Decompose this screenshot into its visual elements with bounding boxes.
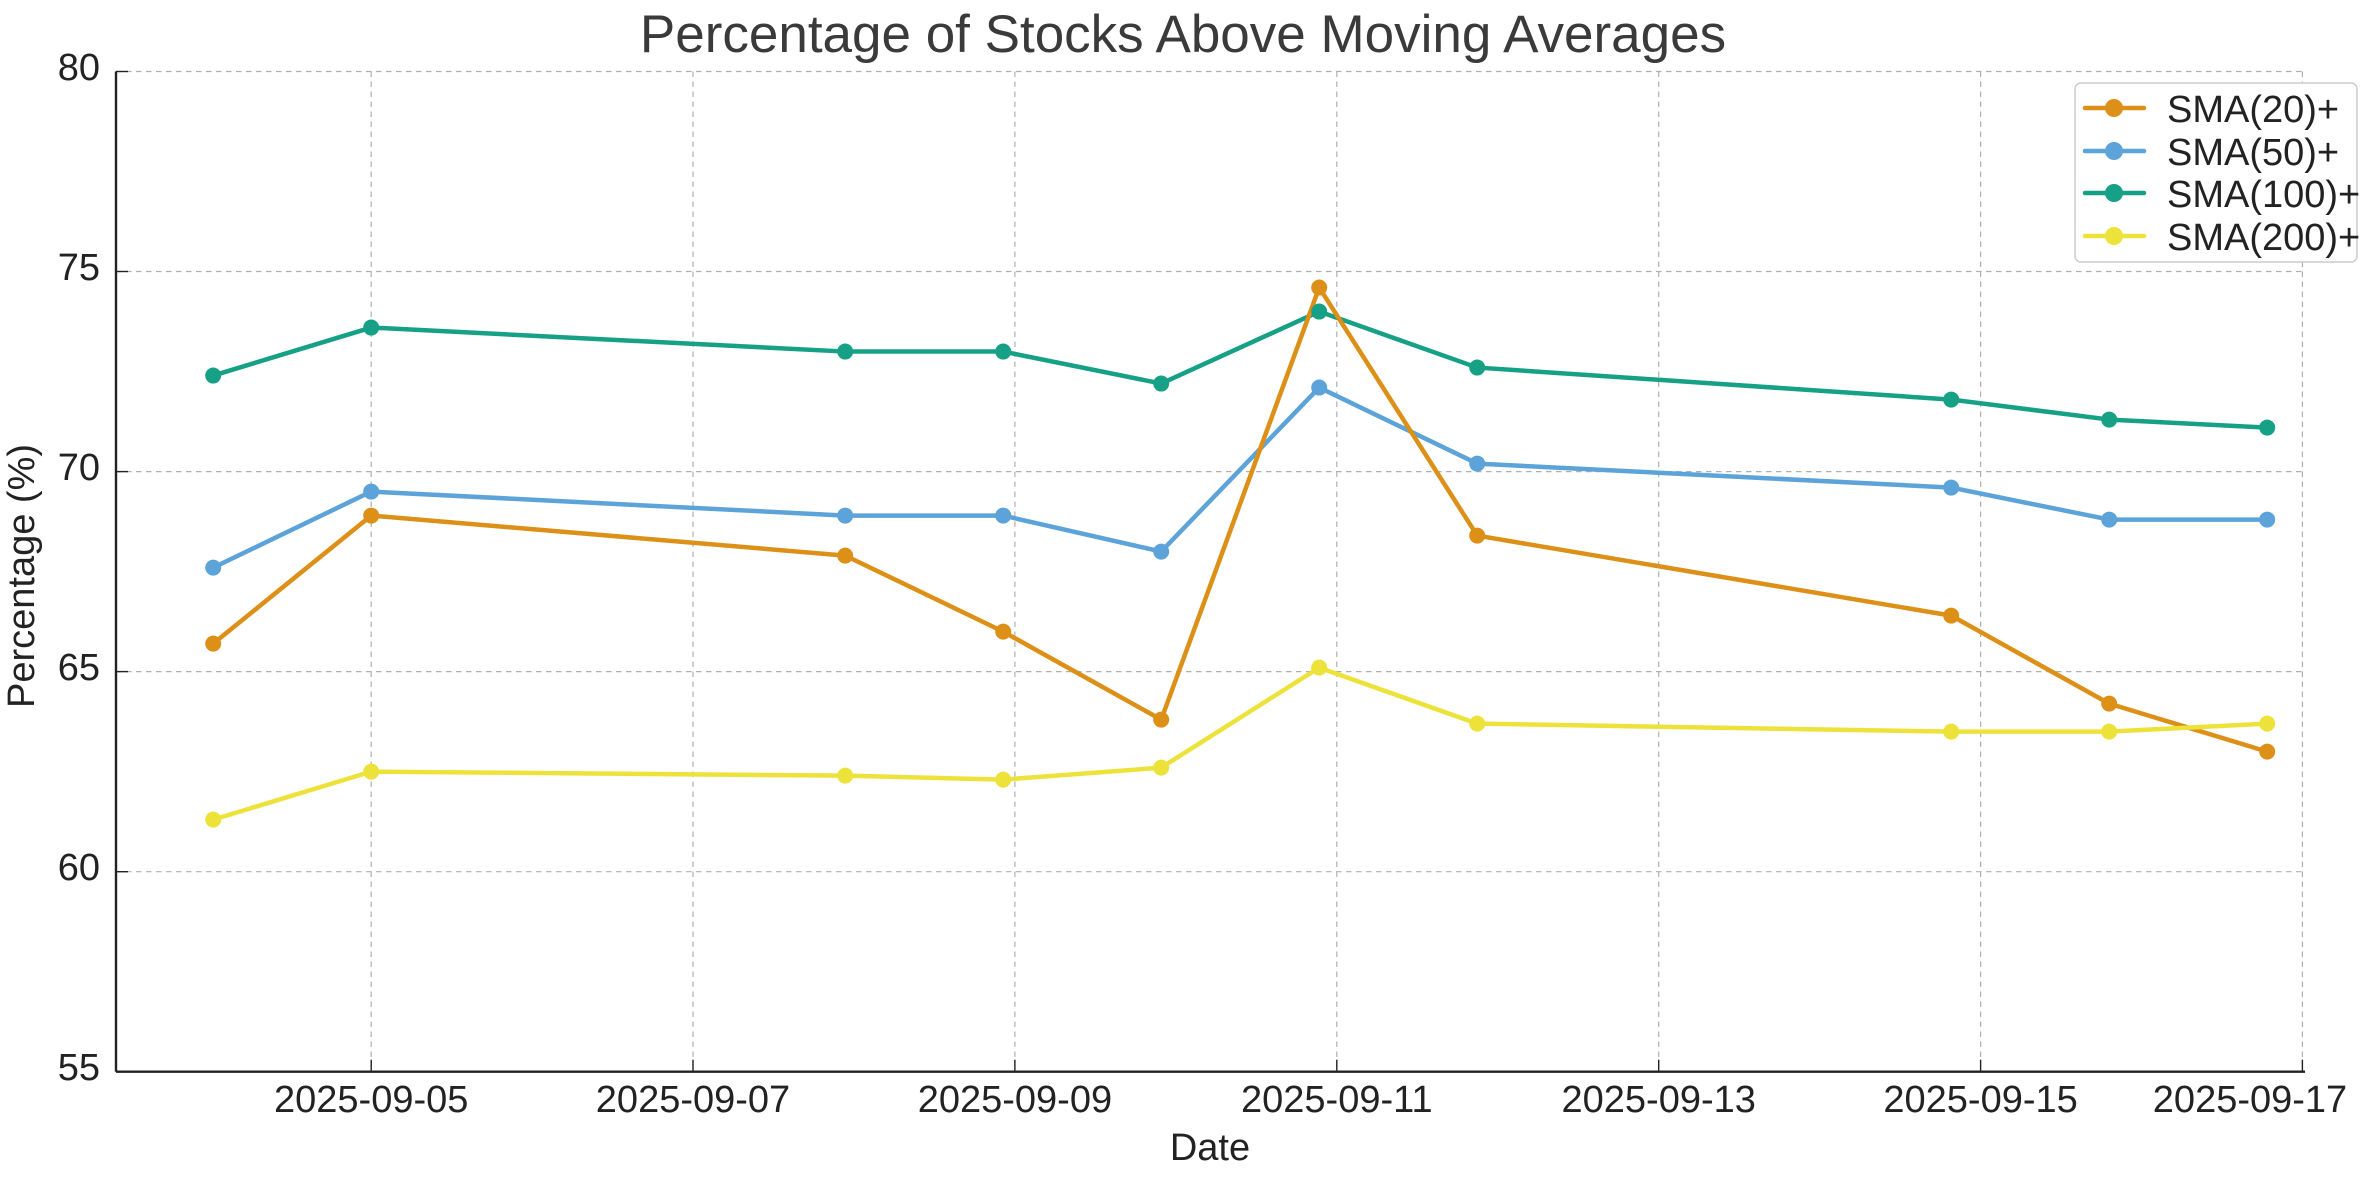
svg-text:2025-09-15: 2025-09-15	[1883, 1079, 2077, 1121]
svg-text:SMA(100)+: SMA(100)+	[2167, 174, 2360, 216]
svg-text:Percentage of Stocks Above Mov: Percentage of Stocks Above Moving Averag…	[640, 5, 1726, 64]
svg-text:SMA(20)+: SMA(20)+	[2167, 89, 2339, 131]
svg-text:60: 60	[58, 847, 100, 889]
svg-text:55: 55	[58, 1047, 100, 1089]
svg-text:70: 70	[58, 447, 100, 489]
svg-text:2025-09-05: 2025-09-05	[274, 1079, 468, 1121]
svg-text:2025-09-11: 2025-09-11	[1241, 1079, 1433, 1121]
svg-text:2025-09-07: 2025-09-07	[596, 1079, 790, 1121]
svg-text:65: 65	[58, 647, 100, 689]
svg-text:SMA(200)+: SMA(200)+	[2167, 217, 2360, 259]
svg-text:2025-09-13: 2025-09-13	[1562, 1079, 1756, 1121]
svg-text:75: 75	[58, 247, 100, 289]
svg-text:Percentage (%): Percentage (%)	[1, 444, 43, 708]
svg-text:2025-09-09: 2025-09-09	[918, 1079, 1112, 1121]
svg-text:2025-09-17: 2025-09-17	[2153, 1079, 2347, 1121]
svg-text:SMA(50)+: SMA(50)+	[2167, 132, 2339, 174]
svg-text:Date: Date	[1170, 1127, 1250, 1169]
svg-text:80: 80	[58, 47, 100, 89]
